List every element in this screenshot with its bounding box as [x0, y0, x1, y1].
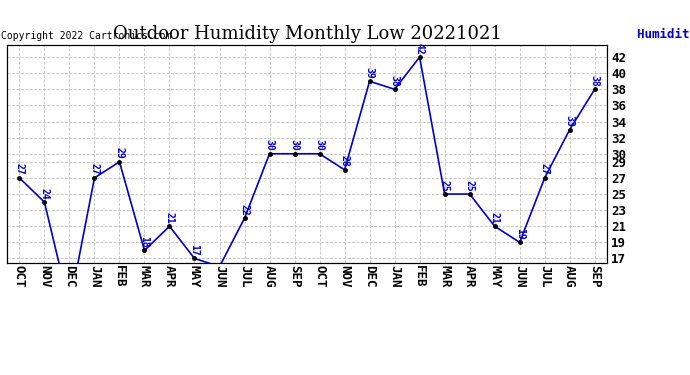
- Text: 29: 29: [115, 147, 124, 159]
- Text: 19: 19: [515, 228, 524, 240]
- Text: 39: 39: [364, 67, 375, 78]
- Text: 21: 21: [164, 212, 175, 223]
- Text: 38: 38: [390, 75, 400, 87]
- Text: Copyright 2022 Cartronics.com: Copyright 2022 Cartronics.com: [1, 31, 171, 40]
- Text: 30: 30: [264, 139, 275, 151]
- Text: 28: 28: [339, 155, 350, 167]
- Text: 25: 25: [464, 180, 475, 191]
- Text: 11: 11: [0, 374, 1, 375]
- Text: 16: 16: [0, 374, 1, 375]
- Text: 27: 27: [14, 164, 24, 175]
- Text: 25: 25: [440, 180, 450, 191]
- Text: 42: 42: [415, 42, 424, 54]
- Text: Humidity  (%): Humidity (%): [638, 28, 690, 40]
- Text: 22: 22: [239, 204, 250, 215]
- Text: 30: 30: [290, 139, 299, 151]
- Text: 21: 21: [490, 212, 500, 223]
- Text: 24: 24: [39, 188, 50, 199]
- Title: Outdoor Humidity Monthly Low 20221021: Outdoor Humidity Monthly Low 20221021: [112, 26, 502, 44]
- Text: 27: 27: [90, 164, 99, 175]
- Text: 30: 30: [315, 139, 324, 151]
- Text: 38: 38: [590, 75, 600, 87]
- Text: 33: 33: [564, 115, 575, 127]
- Text: 27: 27: [540, 164, 550, 175]
- Text: 17: 17: [190, 244, 199, 256]
- Text: 18: 18: [139, 236, 150, 248]
